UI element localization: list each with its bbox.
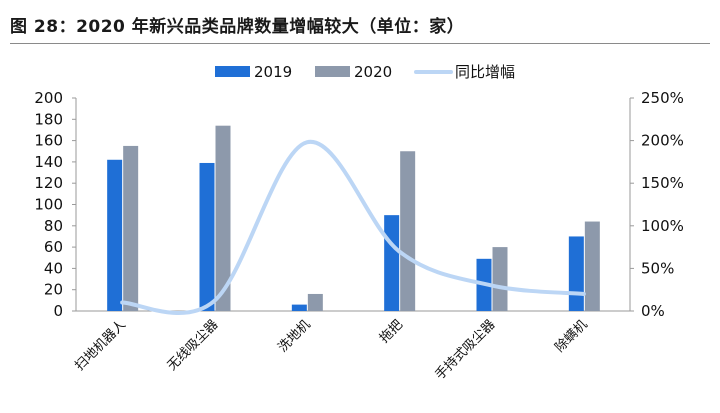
left-tick-label: 20 — [44, 281, 63, 299]
bar-series — [107, 125, 600, 311]
right-tick-label: 150% — [641, 174, 684, 192]
right-tick-label: 50% — [641, 259, 674, 277]
chart-axes — [75, 98, 631, 312]
bar-2019 — [568, 236, 584, 311]
left-tick-label: 140 — [34, 153, 63, 171]
left-tick-label: 200 — [34, 89, 63, 107]
left-tick-label: 120 — [34, 174, 63, 192]
left-tick-label: 160 — [34, 132, 63, 150]
legend: 2019 2020 同比增幅 — [215, 63, 515, 81]
category-label: 扫地机器人 — [72, 317, 129, 374]
left-tick-label: 100 — [34, 196, 63, 214]
category-label: 除螨机 — [552, 317, 590, 355]
right-axis-ticks: 0% 50% 100% 150% 200% 250% — [630, 89, 684, 320]
bar-2020 — [584, 221, 600, 311]
bar-2019 — [384, 215, 400, 311]
legend-label: 2019 — [254, 63, 292, 81]
right-tick-label: 0% — [641, 302, 665, 320]
left-tick-label: 40 — [44, 259, 63, 277]
bar-2019 — [291, 304, 307, 311]
title-divider — [10, 43, 710, 44]
bar-2020 — [492, 247, 508, 311]
left-tick-label: 0 — [53, 302, 63, 320]
figure-title: 图 28：2020 年新兴品类品牌数量增幅较大（单位：家） — [10, 17, 465, 37]
right-tick-label: 100% — [641, 217, 684, 235]
bar-2020 — [215, 125, 231, 311]
left-tick-label: 180 — [34, 110, 63, 128]
line-yoy-growth — [120, 140, 586, 316]
legend-swatch-2020 — [315, 66, 350, 77]
bar-2019 — [199, 162, 215, 311]
line-series — [120, 140, 586, 316]
legend-swatch-2019 — [215, 66, 250, 77]
right-tick-label: 200% — [641, 132, 684, 150]
category-labels: 扫地机器人 无线吸尘器 洗地机 拖把 手持式吸尘器 除螨机 — [72, 317, 590, 383]
left-axis-ticks: 0 20 40 60 80 100 120 140 160 180 200 — [34, 89, 76, 320]
bar-2020 — [307, 293, 323, 311]
bar-2020 — [400, 151, 416, 311]
legend-label: 2020 — [354, 63, 392, 81]
legend-label: 同比增幅 — [455, 63, 515, 81]
category-label: 洗地机 — [275, 317, 313, 355]
left-tick-label: 80 — [44, 217, 63, 235]
bar-2020 — [123, 145, 139, 311]
bar-2019 — [107, 159, 123, 311]
category-label: 无线吸尘器 — [165, 317, 222, 374]
category-label: 拖把 — [377, 317, 406, 346]
category-label: 手持式吸尘器 — [433, 317, 499, 383]
left-tick-label: 60 — [44, 238, 63, 256]
right-tick-label: 250% — [641, 89, 684, 107]
